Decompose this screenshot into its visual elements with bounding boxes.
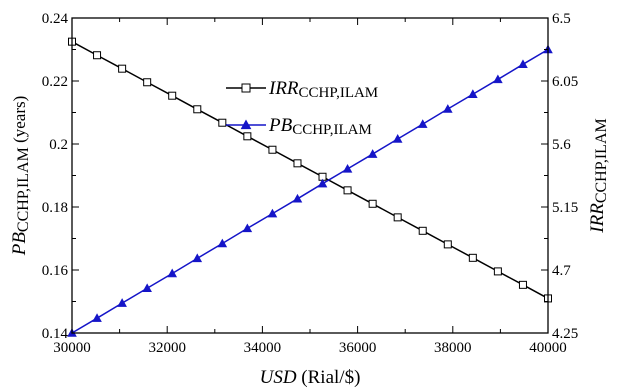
series-1-point-1 xyxy=(92,313,102,322)
y-left-tick-label-4: 0.22 xyxy=(42,74,68,90)
series-1-point-13 xyxy=(392,134,403,143)
legend-marker-0 xyxy=(241,83,251,93)
series-0-point-3 xyxy=(143,78,152,87)
x-axis-label-unit: (Rial/$) xyxy=(297,367,361,388)
legend-label-1-main: PB xyxy=(268,115,293,136)
series-0-point-2 xyxy=(118,64,127,73)
y-left-tick-label-2: 0.18 xyxy=(42,200,68,216)
legend-label-0: IRRCCHP,ILAM xyxy=(268,78,378,101)
series-1-point-6 xyxy=(217,238,228,248)
series-1-point-7 xyxy=(242,223,253,233)
series-0-point-9 xyxy=(293,159,302,168)
series-0-point-18 xyxy=(518,280,527,289)
y-right-axis-label-sub: CCHP,ILAM xyxy=(593,118,610,203)
y-left-axis-label-sub: CCHP,ILAM xyxy=(15,147,32,232)
series-0-point-15 xyxy=(443,240,452,249)
y-right-axis-label-main: IRR xyxy=(587,203,608,234)
y-right-tick-label-2: 5.15 xyxy=(552,200,578,216)
series-1-point-4 xyxy=(167,268,178,278)
y-left-axis-label-main: PB xyxy=(9,232,30,257)
series-0-point-17 xyxy=(493,267,502,276)
axis-ticks xyxy=(71,17,549,334)
y-left-tick-label-3: 0.2 xyxy=(49,137,68,153)
y-right-tick-label-3: 5.6 xyxy=(552,137,571,153)
series-1-point-9 xyxy=(292,193,303,203)
y-left-tick-label-1: 0.16 xyxy=(42,263,69,279)
y-right-tick-label-0: 4.25 xyxy=(552,326,578,342)
series-0-point-6 xyxy=(218,118,227,127)
series-0-point-5 xyxy=(193,105,202,114)
legend-label-1-sub: CCHP,ILAM xyxy=(292,122,372,138)
series-0-line xyxy=(71,41,549,300)
x-tick-label-2: 34000 xyxy=(244,340,282,356)
x-tick-label-4: 38000 xyxy=(434,340,472,356)
y-left-axis-label: PBCCHP,ILAM (years) xyxy=(9,96,32,257)
series-0-point-13 xyxy=(393,213,402,222)
series-1-point-14 xyxy=(417,119,428,128)
y-right-tick-label-1: 4.7 xyxy=(552,263,571,279)
series-1-point-16 xyxy=(468,89,478,98)
series-0-point-7 xyxy=(243,132,252,141)
series-1-point-8 xyxy=(267,208,278,218)
series-1-point-18 xyxy=(518,59,528,69)
series-0-point-1 xyxy=(93,51,102,60)
y-left-tick-label-5: 0.24 xyxy=(42,11,69,27)
axis-labels: USD (Rial/$)PBCCHP,ILAM (years)IRRCCHP,I… xyxy=(9,96,610,388)
series-1-point-12 xyxy=(367,149,378,158)
plot-frame xyxy=(71,17,549,334)
series-1-point-17 xyxy=(493,74,503,84)
x-axis-label: USD (Rial/$) xyxy=(260,367,361,388)
legend-label-0-main: IRR xyxy=(268,78,299,99)
series-0-point-11 xyxy=(343,186,352,195)
legend-label-1: PBCCHP,ILAM xyxy=(268,115,372,138)
y-right-axis-label: IRRCCHP,ILAM xyxy=(587,118,610,233)
x-tick-label-0: 30000 xyxy=(53,340,91,356)
series-1-point-11 xyxy=(342,163,353,173)
series-0-point-4 xyxy=(168,91,177,100)
series-0-point-16 xyxy=(468,253,477,262)
legend-label-0-sub: CCHP,ILAM xyxy=(299,85,379,101)
axis-tick-labels: 30000 32000 34000 36000 38000 40000 0.14 0.16 0.… xyxy=(42,11,579,356)
y-right-tick-label-4: 6.05 xyxy=(552,74,578,90)
x-tick-label-3: 36000 xyxy=(339,340,377,356)
x-tick-label-5: 40000 xyxy=(529,340,567,356)
x-axis-label-main: USD xyxy=(260,367,297,388)
series-1-point-3 xyxy=(142,283,152,293)
series-1-point-10 xyxy=(317,178,328,188)
series-1-line xyxy=(71,48,549,334)
series-1-point-5 xyxy=(192,253,203,263)
y-right-tick-label-5: 6.5 xyxy=(552,11,571,27)
series-0-point-14 xyxy=(418,226,427,235)
x-tick-label-1: 32000 xyxy=(148,340,186,356)
y-left-tick-label-0: 0.14 xyxy=(42,326,69,342)
series-0-point-12 xyxy=(368,199,377,208)
series-0-point-8 xyxy=(268,145,277,154)
y-left-axis-label-unit: (years) xyxy=(10,96,29,147)
series-1-point-15 xyxy=(442,104,453,113)
series-1-point-2 xyxy=(117,298,127,307)
plot-lines xyxy=(71,41,549,334)
legend-marker-1 xyxy=(240,119,252,130)
